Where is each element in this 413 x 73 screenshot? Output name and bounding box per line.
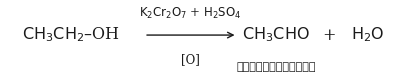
Text: +: + (321, 27, 335, 44)
Text: $\rm CH_3CH_2$–OH: $\rm CH_3CH_2$–OH (22, 26, 120, 44)
Text: एसीटेल्डहाइड: एसीटेल्डहाइड (236, 62, 315, 72)
Text: [O]: [O] (181, 53, 200, 66)
Text: $\rm K_2Cr_2O_7$ + $\rm H_2SO_4$: $\rm K_2Cr_2O_7$ + $\rm H_2SO_4$ (139, 6, 242, 21)
Text: $\rm H_2O$: $\rm H_2O$ (350, 26, 383, 44)
Text: $\rm CH_3CHO$: $\rm CH_3CHO$ (242, 26, 309, 44)
